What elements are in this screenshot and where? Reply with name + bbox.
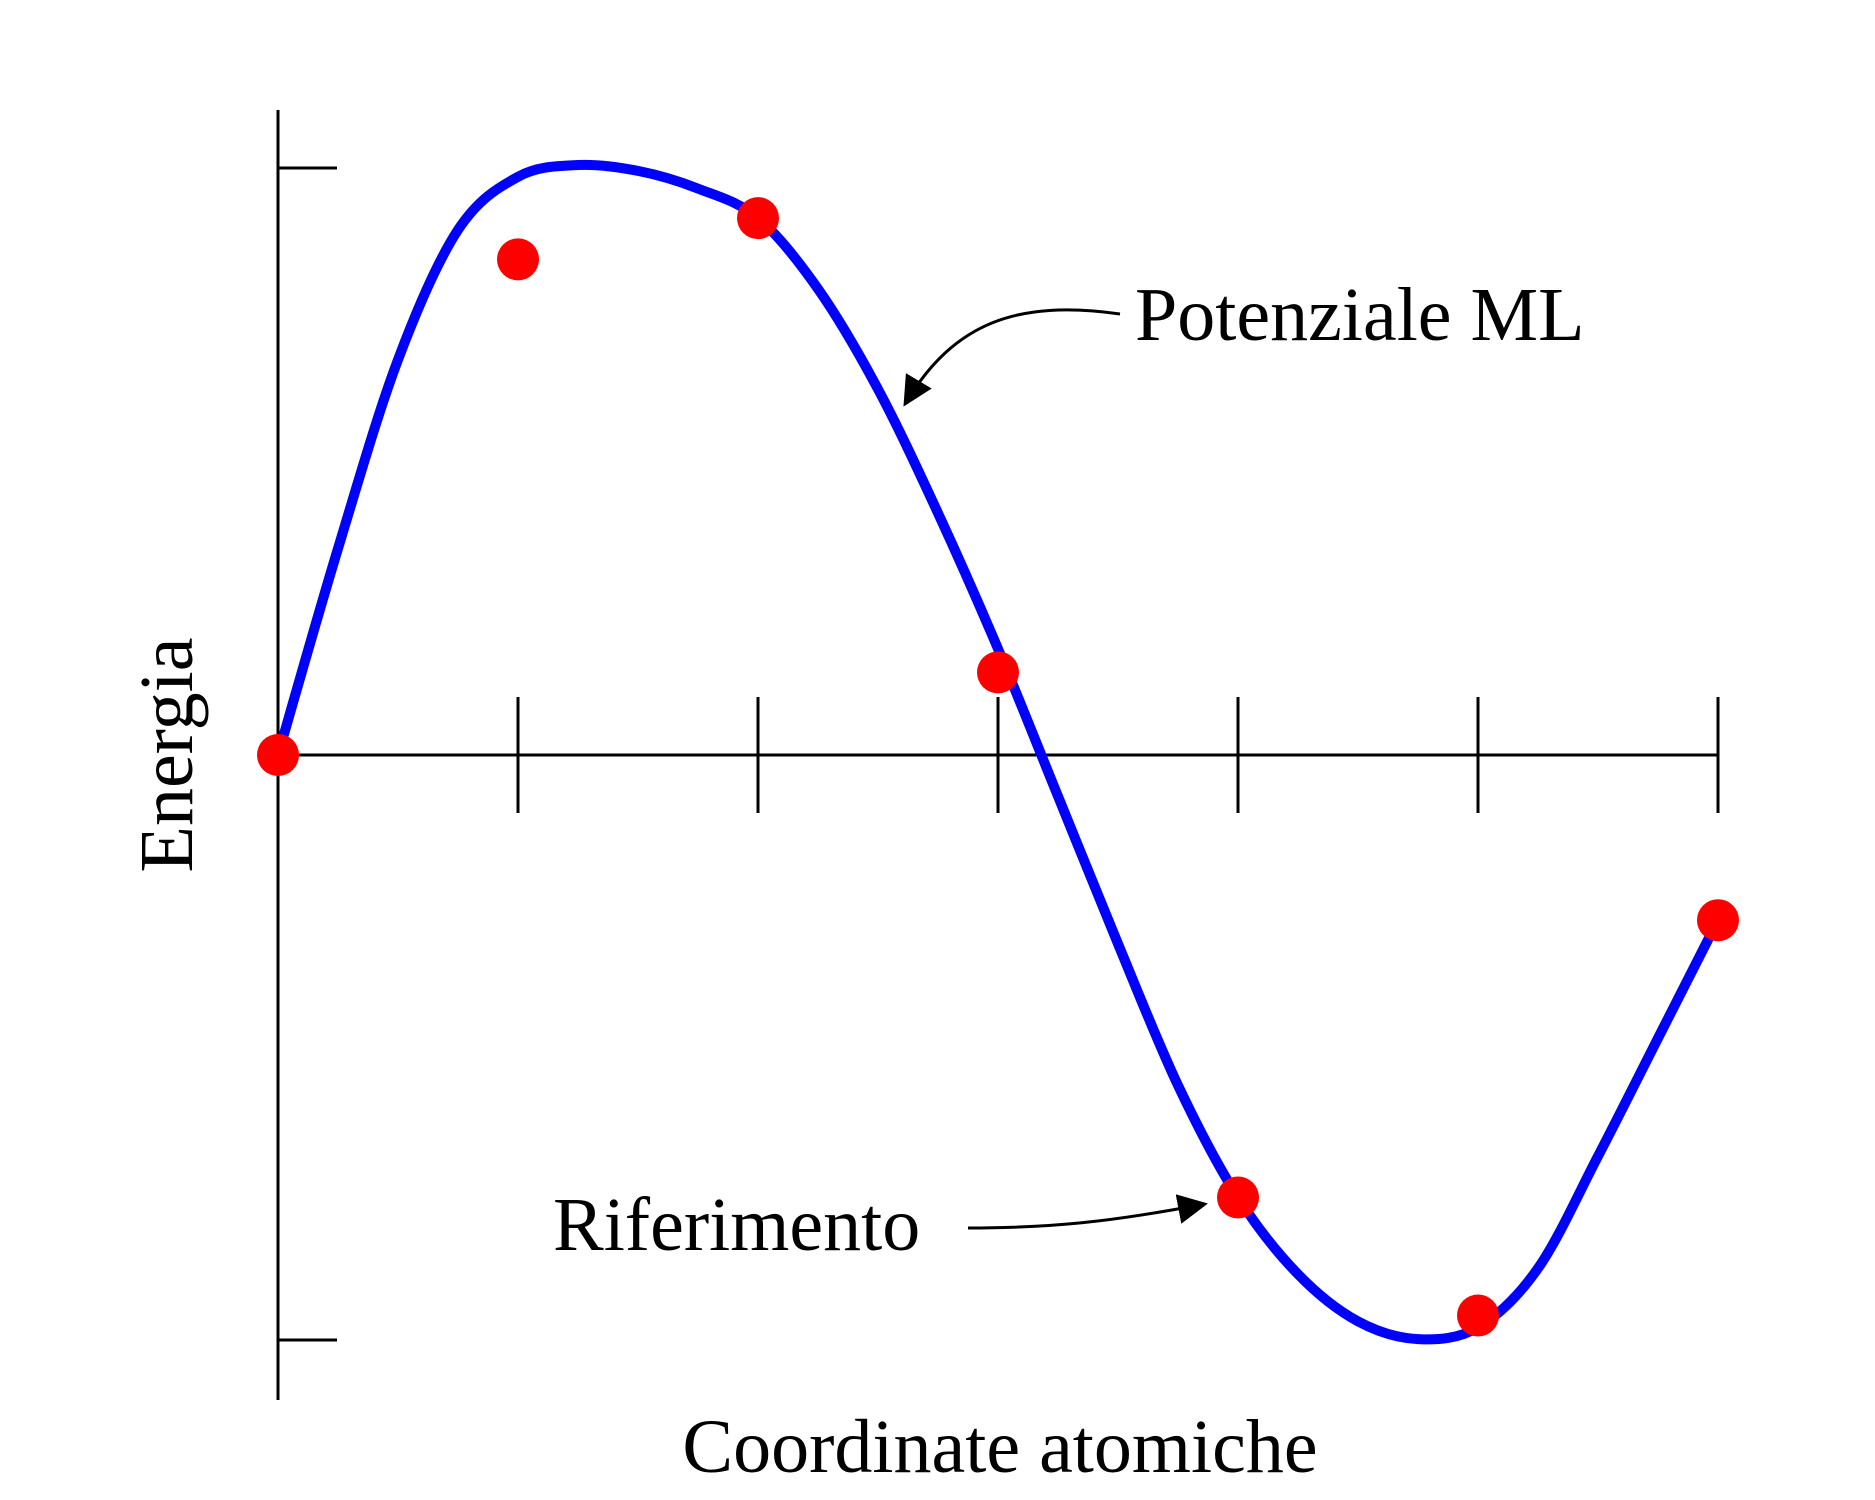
- reference-point: [977, 651, 1019, 694]
- x-ticks: [516, 697, 1720, 813]
- reference-point: [257, 734, 299, 776]
- ml-annotation-label: Potenziale ML: [1135, 273, 1585, 357]
- y-axis-label: Energia: [125, 638, 209, 873]
- reference-point: [737, 197, 779, 240]
- reference-annotation-arrow: [967, 1194, 1208, 1230]
- reference-point: [1697, 899, 1739, 942]
- reference-points: [257, 197, 1739, 1337]
- reference-point: [1457, 1294, 1499, 1337]
- reference-point: [1217, 1176, 1259, 1219]
- reference-point: [497, 238, 539, 281]
- x-axis-label: Coordinate atomiche: [682, 1405, 1317, 1489]
- reference-annotation-label: Riferimento: [553, 1183, 920, 1267]
- ml-annotation-arrow: [903, 308, 1121, 407]
